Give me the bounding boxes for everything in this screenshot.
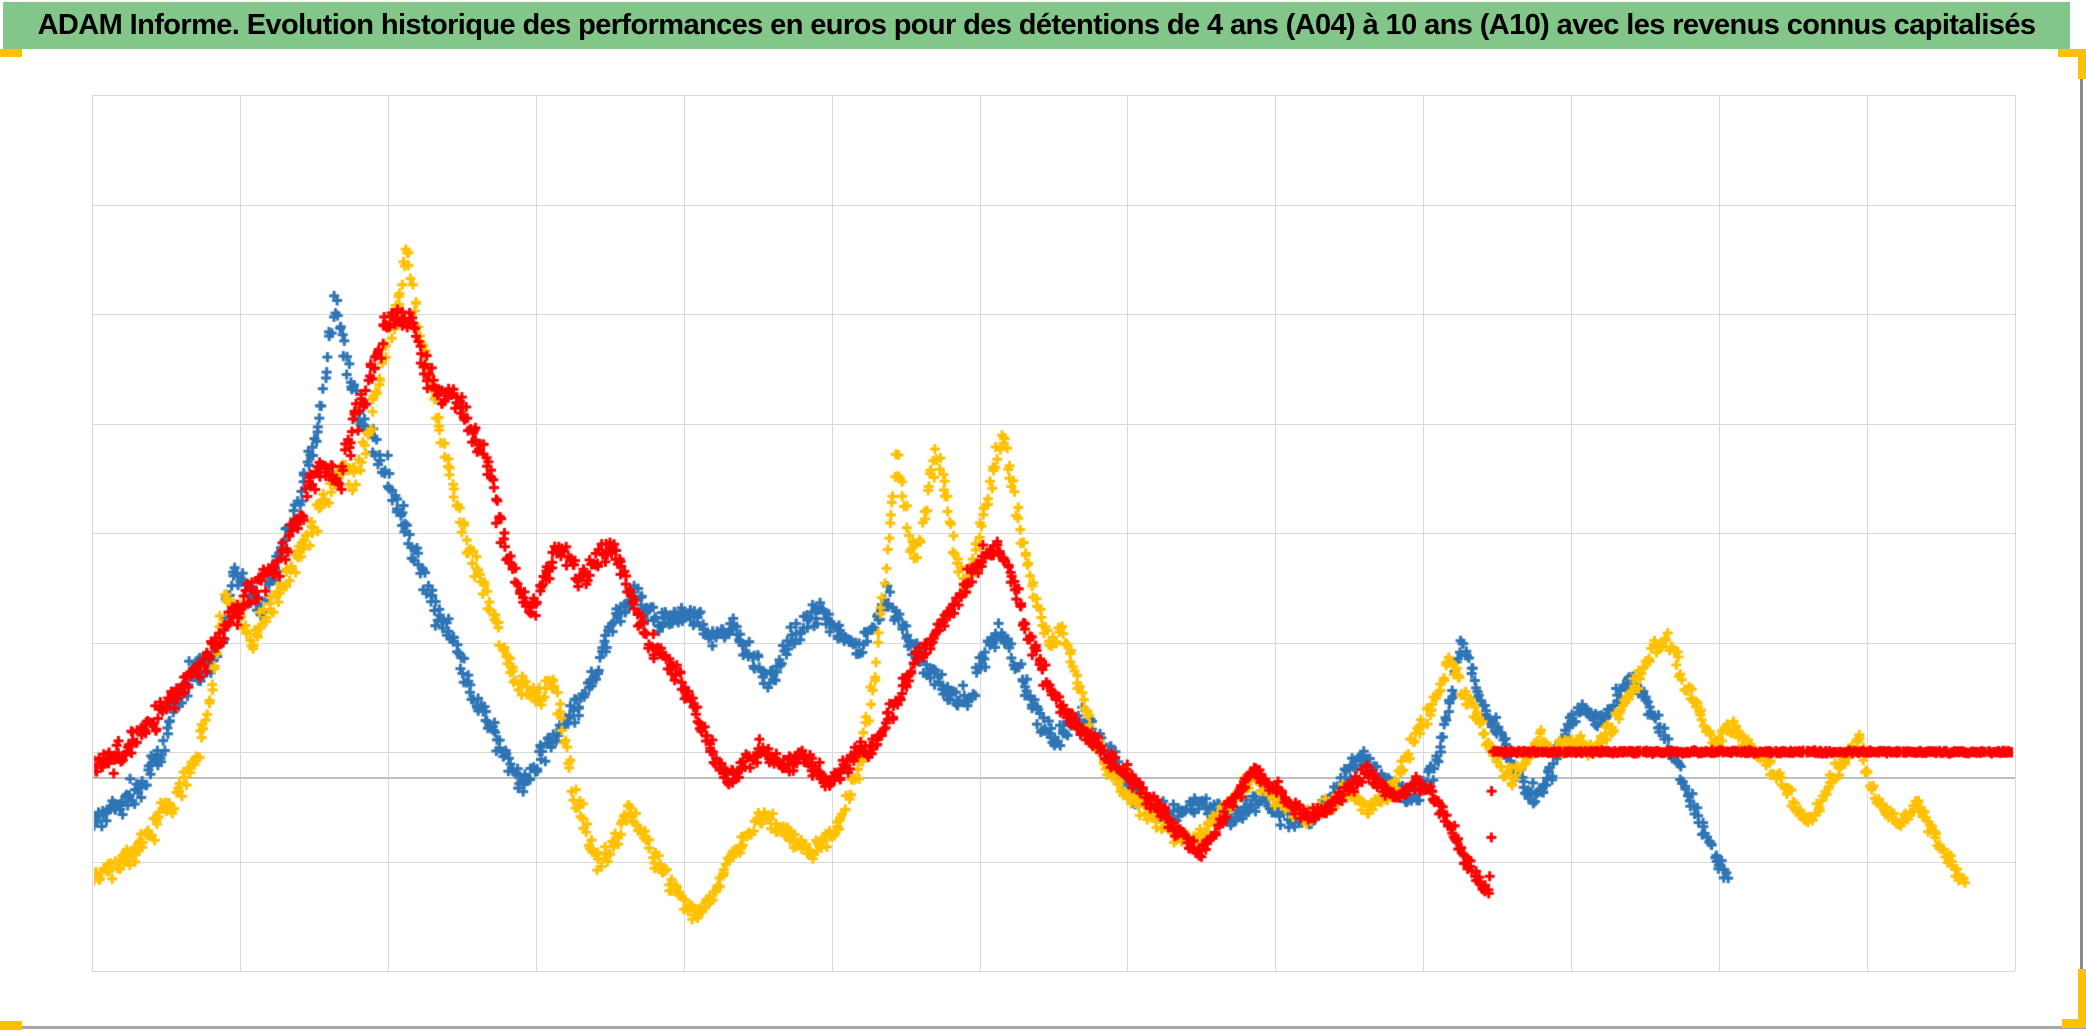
horizontal-gridline — [92, 533, 2015, 534]
gold-accent-top-left — [0, 49, 22, 57]
x-axis-line — [92, 777, 2015, 779]
horizontal-gridline — [92, 971, 2015, 972]
plot-area — [92, 95, 2016, 972]
vertical-gridline — [2015, 95, 2016, 971]
horizontal-gridline — [92, 752, 2015, 753]
gold-accent-top-right-v — [2078, 49, 2086, 79]
horizontal-gridline — [92, 862, 2015, 863]
chart-region — [0, 49, 2086, 1026]
horizontal-gridline — [92, 424, 2015, 425]
horizontal-gridline — [92, 643, 2015, 644]
horizontal-gridline — [92, 205, 2015, 206]
gold-accent-bottom-right-v — [2078, 969, 2086, 1026]
gold-accent-bottom-right-h — [2062, 1019, 2086, 1028]
bottom-rule — [0, 1026, 2086, 1029]
gold-accent-top-right-h — [2058, 49, 2086, 57]
right-rule — [2080, 56, 2083, 1028]
horizontal-gridline — [92, 314, 2015, 315]
horizontal-gridline — [92, 95, 2015, 96]
chart-title-bar: ADAM Informe. Evolution historique des p… — [3, 2, 2070, 49]
chart-title: ADAM Informe. Evolution historique des p… — [37, 9, 2036, 41]
gold-accent-bottom-left — [0, 1021, 22, 1030]
